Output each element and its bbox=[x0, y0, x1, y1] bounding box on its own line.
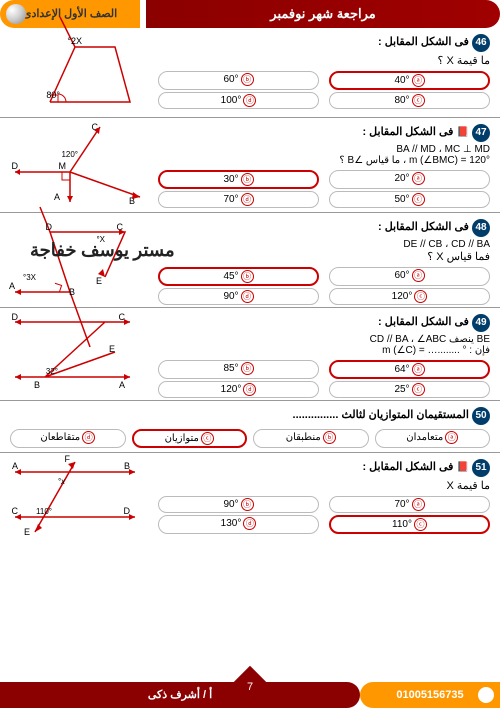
equation: CD // BA ، ∠ABC ينصف BE bbox=[158, 334, 490, 345]
watermark: مستر يوسف خفاجة bbox=[30, 240, 175, 261]
options: متعامدانⓐ منطبقانⓑ متوازيانⓒ متقاطعانⓓ bbox=[10, 429, 490, 448]
header: مراجعة شهر نوفمبر الصف الأول الإعدادى bbox=[0, 0, 500, 28]
logo-circle bbox=[6, 4, 26, 24]
opt-c: 80°ⓒ bbox=[329, 92, 490, 109]
svg-text:D: D bbox=[12, 312, 19, 322]
opt-d: 100°ⓓ bbox=[158, 92, 319, 109]
opt-a: متعامدانⓐ bbox=[375, 429, 491, 448]
svg-text:x°: x° bbox=[58, 477, 66, 486]
page-num: 7 bbox=[247, 681, 253, 693]
user-icon bbox=[478, 687, 494, 703]
figure-47: DMC BA120° bbox=[10, 122, 150, 210]
sub-text: فما قياس X ؟ bbox=[158, 250, 490, 263]
options: 20°ⓐ 30°ⓑ 50°ⓒ 70°ⓓ bbox=[158, 170, 490, 208]
qnum: 48 bbox=[472, 219, 490, 237]
opt-c: 25°ⓒ bbox=[329, 381, 490, 398]
opt-d: 120°ⓓ bbox=[158, 381, 319, 398]
opt-b: 30°ⓑ bbox=[158, 170, 319, 189]
svg-text:3X°: 3X° bbox=[23, 273, 37, 282]
question-47: 47 📕 فى الشكل المقابل : BA // MD ، MC ⊥ … bbox=[0, 118, 500, 213]
opt-c: 50°ⓒ bbox=[329, 191, 490, 208]
svg-text:120°: 120° bbox=[61, 150, 78, 159]
flag-icon: 📕 bbox=[456, 127, 468, 138]
options: 40°ⓐ 60°ⓑ 80°ⓒ 100°ⓓ bbox=[158, 71, 490, 109]
svg-text:A: A bbox=[12, 461, 18, 471]
svg-text:B: B bbox=[34, 380, 40, 390]
opt-c: 110°ⓒ bbox=[329, 515, 490, 534]
prompt-text: المستقيمان المتوازيان لثالث ............… bbox=[293, 409, 469, 421]
question-51: 51 📕 فى الشكل المقابل : ما قيمة X 70°ⓐ 9… bbox=[0, 453, 500, 542]
question-50: 50 المستقيمان المتوازيان لثالث .........… bbox=[0, 401, 500, 453]
qnum: 46 bbox=[472, 34, 490, 52]
opt-b: 45°ⓑ bbox=[158, 267, 319, 286]
sub-text: ما قيمة X bbox=[158, 479, 490, 492]
sub-text: ما قيمة X ؟ bbox=[158, 54, 490, 67]
opt-b: منطبقانⓑ bbox=[253, 429, 369, 448]
opt-b: 90°ⓑ bbox=[158, 496, 319, 513]
svg-text:B: B bbox=[69, 287, 75, 297]
svg-text:M: M bbox=[59, 161, 67, 171]
figure-48: ABD CE X°3X° bbox=[10, 217, 150, 305]
svg-text:D: D bbox=[12, 161, 19, 171]
question-49: 49 فى الشكل المقابل : CD // BA ، ∠ABC ين… bbox=[0, 308, 500, 401]
opt-d: 130°ⓓ bbox=[158, 515, 319, 534]
svg-text:A: A bbox=[9, 281, 15, 291]
prompt-text: فى الشكل المقابل : bbox=[378, 316, 469, 328]
qnum: 51 bbox=[472, 459, 490, 477]
sub-text: m (∠BMC) = 120° ، ما قياس ∠B ؟ bbox=[158, 155, 490, 166]
svg-text:C: C bbox=[12, 506, 19, 516]
opt-d: 90°ⓓ bbox=[158, 288, 319, 305]
options: 64°ⓐ 85°ⓑ 25°ⓒ 120°ⓓ bbox=[158, 360, 490, 398]
figure-51: AB CD FE x°110° bbox=[10, 457, 150, 540]
opt-c: متوازيانⓒ bbox=[132, 429, 248, 448]
flag-icon: 📕 bbox=[456, 462, 468, 473]
opt-a: 70°ⓐ bbox=[329, 496, 490, 513]
figure-49: DC BAE 32° bbox=[10, 312, 150, 398]
opt-a: 20°ⓐ bbox=[329, 170, 490, 189]
prompt-text: فى الشكل المقابل : bbox=[378, 36, 469, 48]
svg-text:2X°: 2X° bbox=[67, 36, 82, 46]
opt-a: 60°ⓐ bbox=[329, 267, 490, 286]
svg-text:D: D bbox=[46, 222, 53, 232]
question-46: 46 فى الشكل المقابل : ما قيمة X ؟ 40°ⓐ 6… bbox=[0, 28, 500, 118]
header-title: مراجعة شهر نوفمبر bbox=[146, 0, 500, 28]
options: 70°ⓐ 90°ⓑ 110°ⓒ 130°ⓓ bbox=[158, 496, 490, 534]
opt-d: 70°ⓓ bbox=[158, 191, 319, 208]
equation: BA // MD ، MC ⊥ MD bbox=[158, 144, 490, 155]
opt-a: 40°ⓐ bbox=[329, 71, 490, 90]
sub-text: فإن : ° ........… = m (∠C) bbox=[158, 345, 490, 356]
footer-name: أ / أشرف ذكى bbox=[0, 682, 360, 708]
opt-a: 64°ⓐ bbox=[329, 360, 490, 379]
prompt-text: فى الشكل المقابل : bbox=[362, 126, 453, 138]
qnum: 47 bbox=[472, 124, 490, 142]
prompt-text: فى الشكل المقابل : bbox=[378, 221, 469, 233]
svg-text:E: E bbox=[109, 344, 115, 354]
svg-text:E: E bbox=[96, 276, 102, 286]
qnum: 50 bbox=[472, 407, 490, 425]
svg-text:E: E bbox=[24, 527, 30, 537]
opt-b: 85°ⓑ bbox=[158, 360, 319, 379]
equation: DE // CB ، CD // BA bbox=[158, 239, 490, 250]
opt-d: متقاطعانⓓ bbox=[10, 429, 126, 448]
svg-text:F: F bbox=[65, 454, 71, 464]
options: 60°ⓐ 45°ⓑ 120°ⓒ 90°ⓓ bbox=[158, 267, 490, 305]
qnum: 49 bbox=[472, 314, 490, 332]
figure-46: 2X° 80° bbox=[10, 32, 150, 115]
svg-text:32°: 32° bbox=[46, 367, 58, 376]
opt-c: 120°ⓒ bbox=[329, 288, 490, 305]
svg-text:80°: 80° bbox=[46, 90, 60, 100]
svg-text:110°: 110° bbox=[36, 507, 52, 516]
svg-text:A: A bbox=[54, 192, 60, 202]
opt-b: 60°ⓑ bbox=[158, 71, 319, 90]
prompt-text: فى الشكل المقابل : bbox=[362, 461, 453, 473]
svg-text:A: A bbox=[119, 380, 125, 390]
